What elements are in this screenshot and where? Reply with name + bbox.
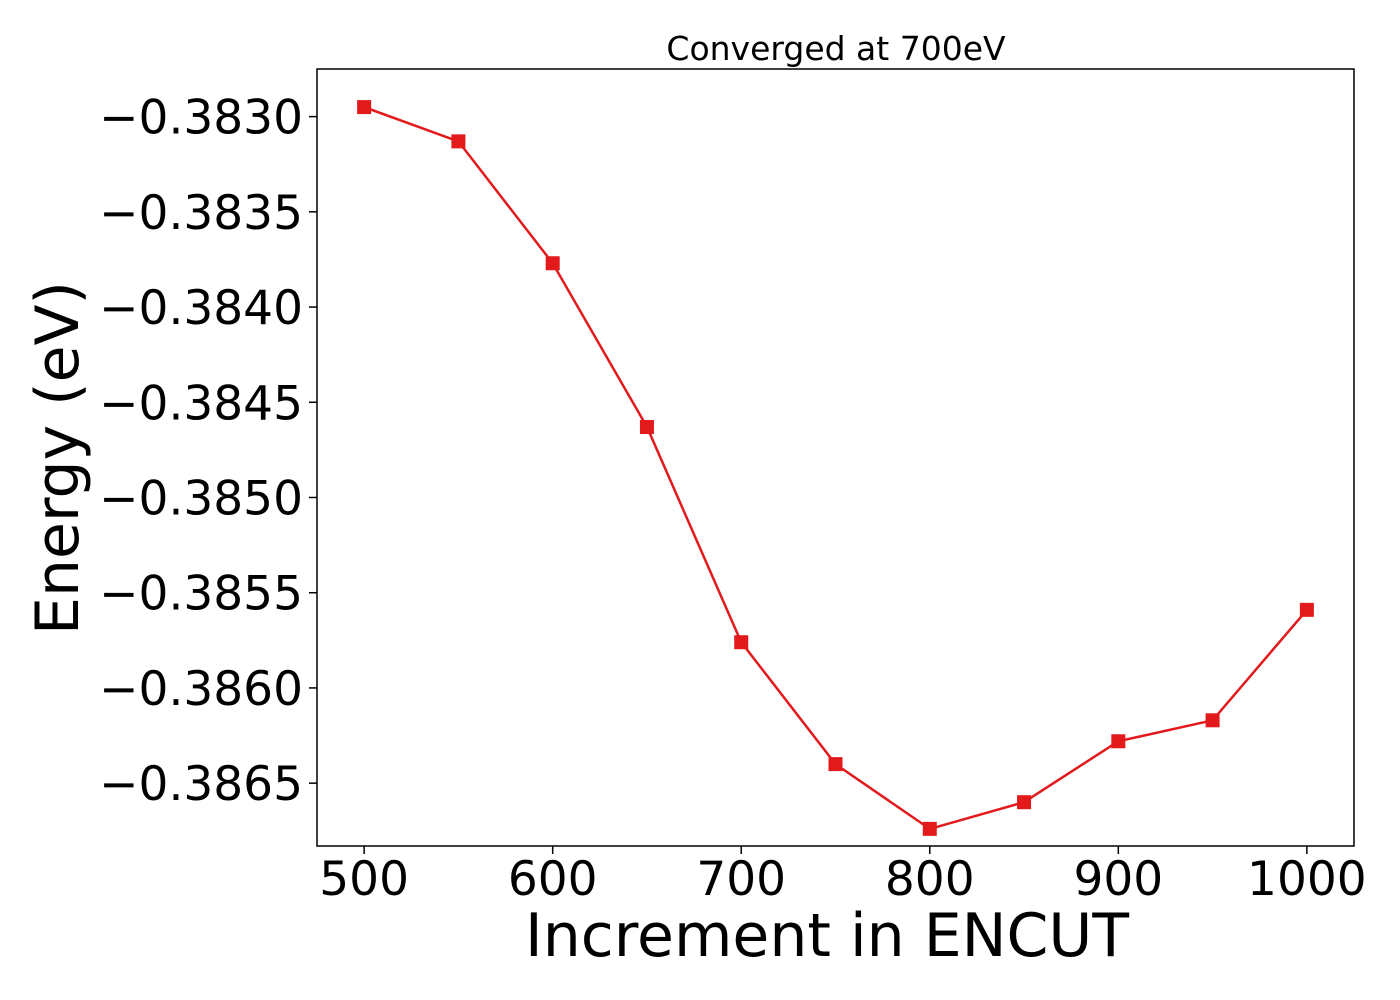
data-point [639,420,654,435]
data-point [1111,734,1126,749]
x-tick-label: 500 [319,852,409,907]
data-point [734,635,749,650]
y-tick-label: −0.3860 [99,662,303,717]
x-tick-label: 900 [1073,852,1163,907]
data-point [828,757,843,772]
data-point [451,134,466,149]
series-line [363,105,1308,831]
y-tick-label: −0.3850 [99,471,303,526]
y-tick-label: −0.3865 [99,757,303,812]
y-tick-label: −0.3845 [99,376,303,431]
x-axis-title: Increment in ENCUT [525,901,1129,971]
data-point [545,256,560,271]
x-tick-label: 1000 [1247,852,1367,907]
data-point [1299,602,1314,617]
plot-area-frame [316,68,1355,847]
y-axis: −0.3830 −0.3835 −0.3840 −0.3845 −0.3850 −0.38… [99,91,317,812]
data-point [1017,795,1032,810]
y-tick-label: −0.3835 [99,186,303,241]
data-point [922,821,937,836]
series-layer [357,100,1314,836]
x-tick-label: 800 [885,852,975,907]
x-axis: 500 600 700 800 900 1000 [319,846,1367,907]
data-point [357,100,372,115]
y-tick-label: −0.3840 [99,281,303,336]
y-tick-label: −0.3830 [99,91,303,146]
y-axis-title: Energy (eV) [23,281,93,635]
x-tick-label: 700 [696,852,786,907]
data-point [1205,713,1220,728]
chart-title: Converged at 700eV [666,29,1006,68]
x-tick-label: 600 [508,852,598,907]
y-tick-label: −0.3855 [99,567,303,622]
